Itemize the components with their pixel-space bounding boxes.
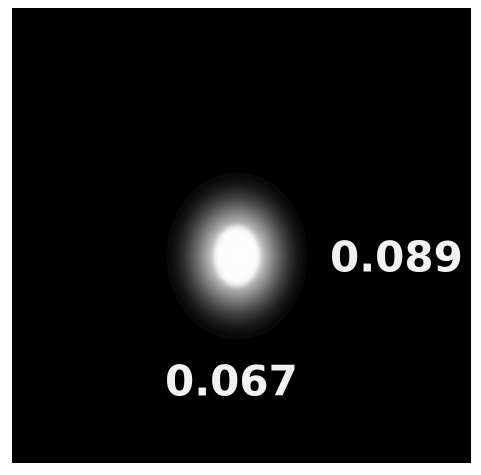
horizontal-label: 0.067 (165, 357, 298, 406)
page: 0.089 0.067 (() => { const data = JSON.p… (0, 0, 481, 475)
vertical-label: 0.089 (330, 233, 463, 282)
focal-spot-core (215, 226, 259, 286)
figure: 0.089 0.067 (0, 0, 481, 475)
